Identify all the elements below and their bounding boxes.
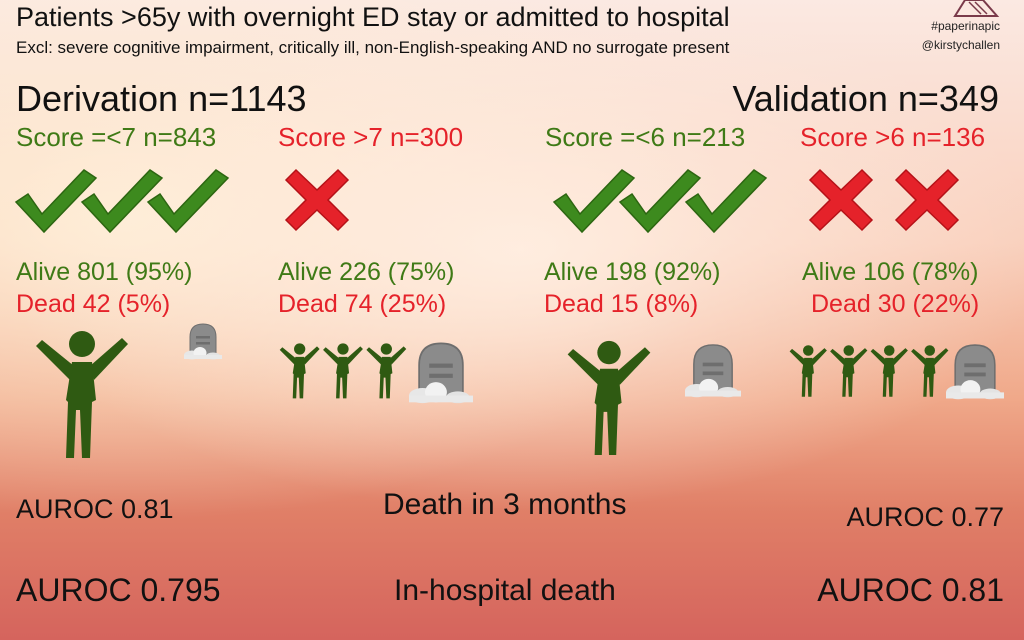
validation-high-alive: Alive 106 (78%) xyxy=(802,258,979,286)
derivation-low-score: Score =<7 n=843 xyxy=(16,122,217,152)
gravestone-icon xyxy=(945,344,1005,401)
validation-high-dead: Dead 30 (22%) xyxy=(811,290,980,318)
three-month-death-label: Death in 3 months xyxy=(383,488,627,521)
validation-3month-auroc: AUROC 0.77 xyxy=(846,502,1004,532)
page-title: Patients >65y with overnight ED stay or … xyxy=(16,2,730,32)
derivation-inhospital-auroc: AUROC 0.795 xyxy=(16,572,221,608)
derivation-low-alive: Alive 801 (95%) xyxy=(16,258,193,286)
gravestone-icon xyxy=(183,323,223,360)
person-icon xyxy=(279,343,407,399)
in-hospital-death-label: In-hospital death xyxy=(394,574,616,607)
gravestone-icon xyxy=(684,344,742,398)
person-icon xyxy=(36,331,128,458)
validation-low-alive: Alive 198 (92%) xyxy=(544,258,721,286)
check-icon xyxy=(14,169,230,234)
hashtag: #paperinapic xyxy=(931,19,1000,33)
validation-heading: Validation n=349 xyxy=(732,78,999,119)
check-icon xyxy=(552,169,768,234)
derivation-heading: Derivation n=1143 xyxy=(16,78,307,119)
handle: @kirstychallen xyxy=(921,38,1000,52)
derivation-low-dead: Dead 42 (5%) xyxy=(16,290,171,318)
validation-low-dead: Dead 15 (8%) xyxy=(544,290,699,318)
person-icon xyxy=(567,340,651,456)
cross-icon xyxy=(284,168,350,232)
derivation-high-dead: Dead 74 (25%) xyxy=(278,290,447,318)
validation-high-score: Score >6 n=136 xyxy=(800,122,986,152)
logo-icon xyxy=(953,0,1000,17)
derivation-3month-auroc: AUROC 0.81 xyxy=(16,494,174,524)
page-subtitle: Excl: severe cognitive impairment, criti… xyxy=(16,38,730,57)
cross-icon xyxy=(808,168,960,232)
validation-low-score: Score =<6 n=213 xyxy=(545,122,746,152)
gravestone-icon xyxy=(408,342,474,405)
validation-inhospital-auroc: AUROC 0.81 xyxy=(817,572,1004,608)
person-icon xyxy=(789,345,949,397)
derivation-high-alive: Alive 226 (75%) xyxy=(278,258,455,286)
derivation-high-score: Score >7 n=300 xyxy=(278,122,464,152)
